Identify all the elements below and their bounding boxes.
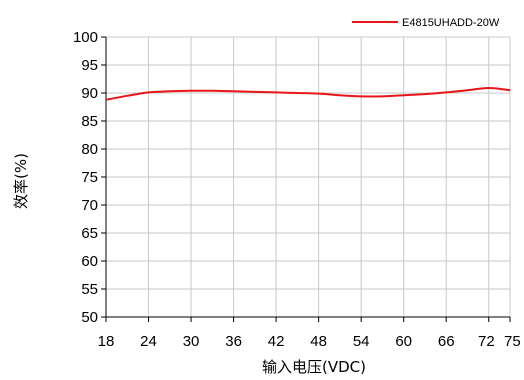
y-tick-label: 95 (81, 57, 98, 74)
legend-label: E4815UHADD-20W (402, 17, 500, 29)
x-tick-label: 75 (504, 333, 521, 350)
y-tick-label: 100 (73, 29, 98, 46)
x-tick-label: 66 (438, 333, 455, 350)
y-tick-label: 50 (81, 309, 98, 326)
axes (101, 36, 511, 322)
y-tick-label: 55 (81, 281, 98, 298)
series-line-0 (105, 86, 511, 101)
y-tick-label: 80 (81, 141, 98, 158)
x-axis-title: 输入电压(VDC) (262, 358, 366, 376)
legend: E4815UHADD-20W (352, 17, 500, 29)
x-tick-label: 60 (395, 333, 412, 350)
x-tick-label: 36 (225, 333, 242, 350)
grid (106, 36, 511, 317)
y-tick-label: 60 (81, 253, 98, 270)
x-tick-label: 30 (183, 333, 200, 350)
y-tick-label: 65 (81, 225, 98, 242)
x-tick-label: 48 (310, 333, 327, 350)
x-tick-label: 18 (98, 333, 115, 350)
y-tick-label: 90 (81, 85, 98, 102)
x-tick-label: 24 (140, 333, 157, 350)
x-tick-label: 42 (268, 333, 285, 350)
x-tick-label: 54 (353, 333, 370, 350)
y-tick-labels: 50 55 60 65 70 75 80 85 90 95 100 (73, 29, 98, 326)
y-axis-title: 效率(%) (12, 153, 30, 209)
series-lines (105, 86, 511, 101)
y-tick-label: 70 (81, 197, 98, 214)
x-tick-labels: 18 24 30 36 42 48 54 60 66 72 75 (98, 333, 521, 350)
x-tick-label: 72 (478, 333, 495, 350)
y-tick-label: 75 (81, 169, 98, 186)
y-tick-label: 85 (81, 113, 98, 130)
